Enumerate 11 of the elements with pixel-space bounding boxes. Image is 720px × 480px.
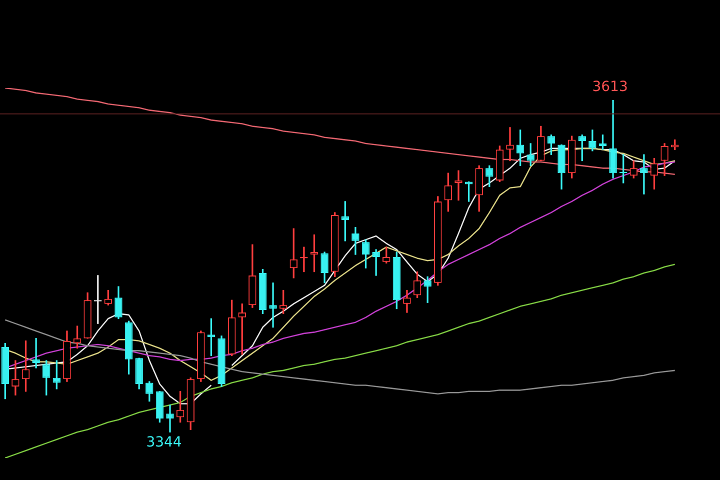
candlestick	[454, 170, 462, 201]
candlestick	[269, 282, 277, 328]
text: 3344	[146, 434, 182, 451]
candlestick	[424, 276, 432, 303]
annotation: 3613	[592, 78, 628, 95]
candlestick	[32, 338, 40, 368]
candlestick	[372, 249, 380, 276]
candlestick	[12, 360, 20, 396]
candlestick	[166, 404, 174, 432]
candlestick	[506, 127, 514, 162]
candlestick	[640, 154, 648, 194]
